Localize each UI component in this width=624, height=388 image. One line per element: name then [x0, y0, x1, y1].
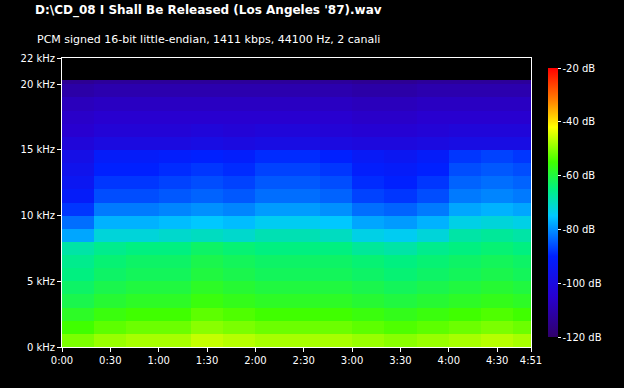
- svg-text:22 kHz: 22 kHz: [21, 53, 55, 64]
- svg-text:4:30: 4:30: [486, 355, 508, 366]
- svg-text:4:00: 4:00: [438, 355, 460, 366]
- svg-text:-120 dB: -120 dB: [563, 332, 602, 343]
- svg-text:PCM signed 16-bit little-endia: PCM signed 16-bit little-endian, 1411 kb…: [37, 33, 380, 46]
- svg-text:2:30: 2:30: [293, 355, 315, 366]
- svg-text:1:30: 1:30: [196, 355, 218, 366]
- svg-text:0 kHz: 0 kHz: [27, 342, 55, 353]
- svg-text:5 kHz: 5 kHz: [27, 276, 55, 287]
- svg-text:-100 dB: -100 dB: [563, 278, 602, 289]
- svg-text:4:51: 4:51: [520, 355, 542, 366]
- svg-text:-80 dB: -80 dB: [563, 224, 596, 235]
- svg-text:1:00: 1:00: [147, 355, 169, 366]
- svg-text:10 kHz: 10 kHz: [21, 210, 55, 221]
- svg-text:0:30: 0:30: [99, 355, 121, 366]
- svg-text:-20 dB: -20 dB: [563, 63, 596, 74]
- svg-text:3:00: 3:00: [341, 355, 363, 366]
- svg-text:3:30: 3:30: [389, 355, 411, 366]
- svg-text:-40 dB: -40 dB: [563, 116, 596, 127]
- svg-text:0:00: 0:00: [51, 355, 73, 366]
- svg-text:D:\CD_08 I Shall Be Released (: D:\CD_08 I Shall Be Released (Los Angele…: [35, 3, 382, 18]
- svg-text:-60 dB: -60 dB: [563, 170, 596, 181]
- svg-text:2:00: 2:00: [244, 355, 266, 366]
- svg-text:20 kHz: 20 kHz: [21, 79, 55, 90]
- svg-text:15 kHz: 15 kHz: [21, 144, 55, 155]
